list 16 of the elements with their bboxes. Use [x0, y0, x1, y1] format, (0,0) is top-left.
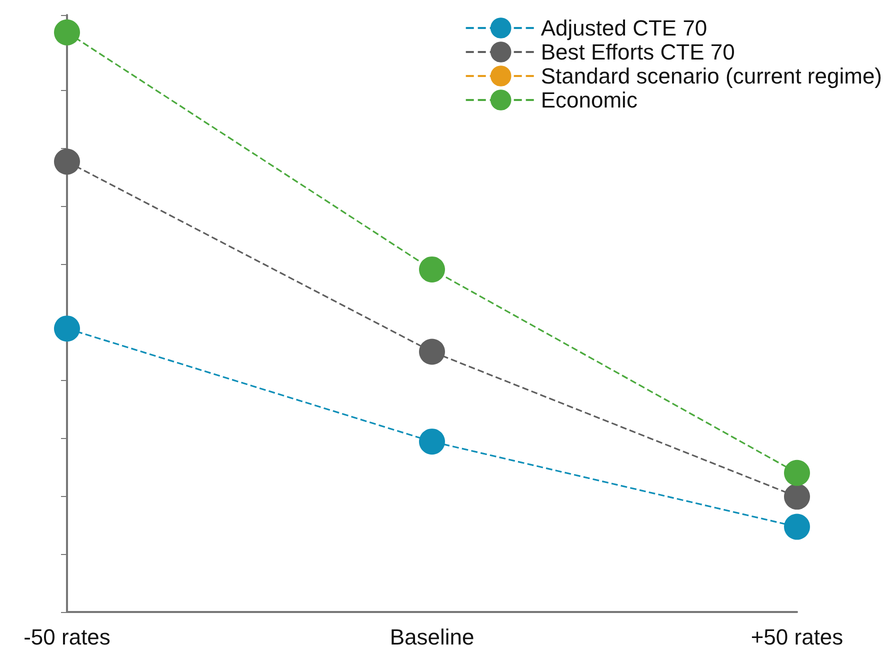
legend-label: Standard scenario (current regime): [540, 64, 882, 88]
point: [784, 514, 810, 540]
point: [54, 316, 80, 342]
point: [419, 428, 445, 455]
x-tick-label: -50 rates: [24, 624, 110, 650]
legend-label: Economic: [540, 88, 638, 112]
legend-label: Adjusted CTE 70: [540, 16, 708, 40]
x-tick-label: +50 rates: [750, 624, 844, 650]
point: [784, 484, 810, 510]
point: [419, 338, 445, 365]
point: [54, 19, 80, 46]
x-tick-label: Baseline: [390, 624, 474, 650]
point: [784, 460, 810, 486]
point: [419, 256, 445, 282]
point: [54, 148, 80, 175]
legend-label: Best Efforts CTE 70: [540, 40, 735, 64]
